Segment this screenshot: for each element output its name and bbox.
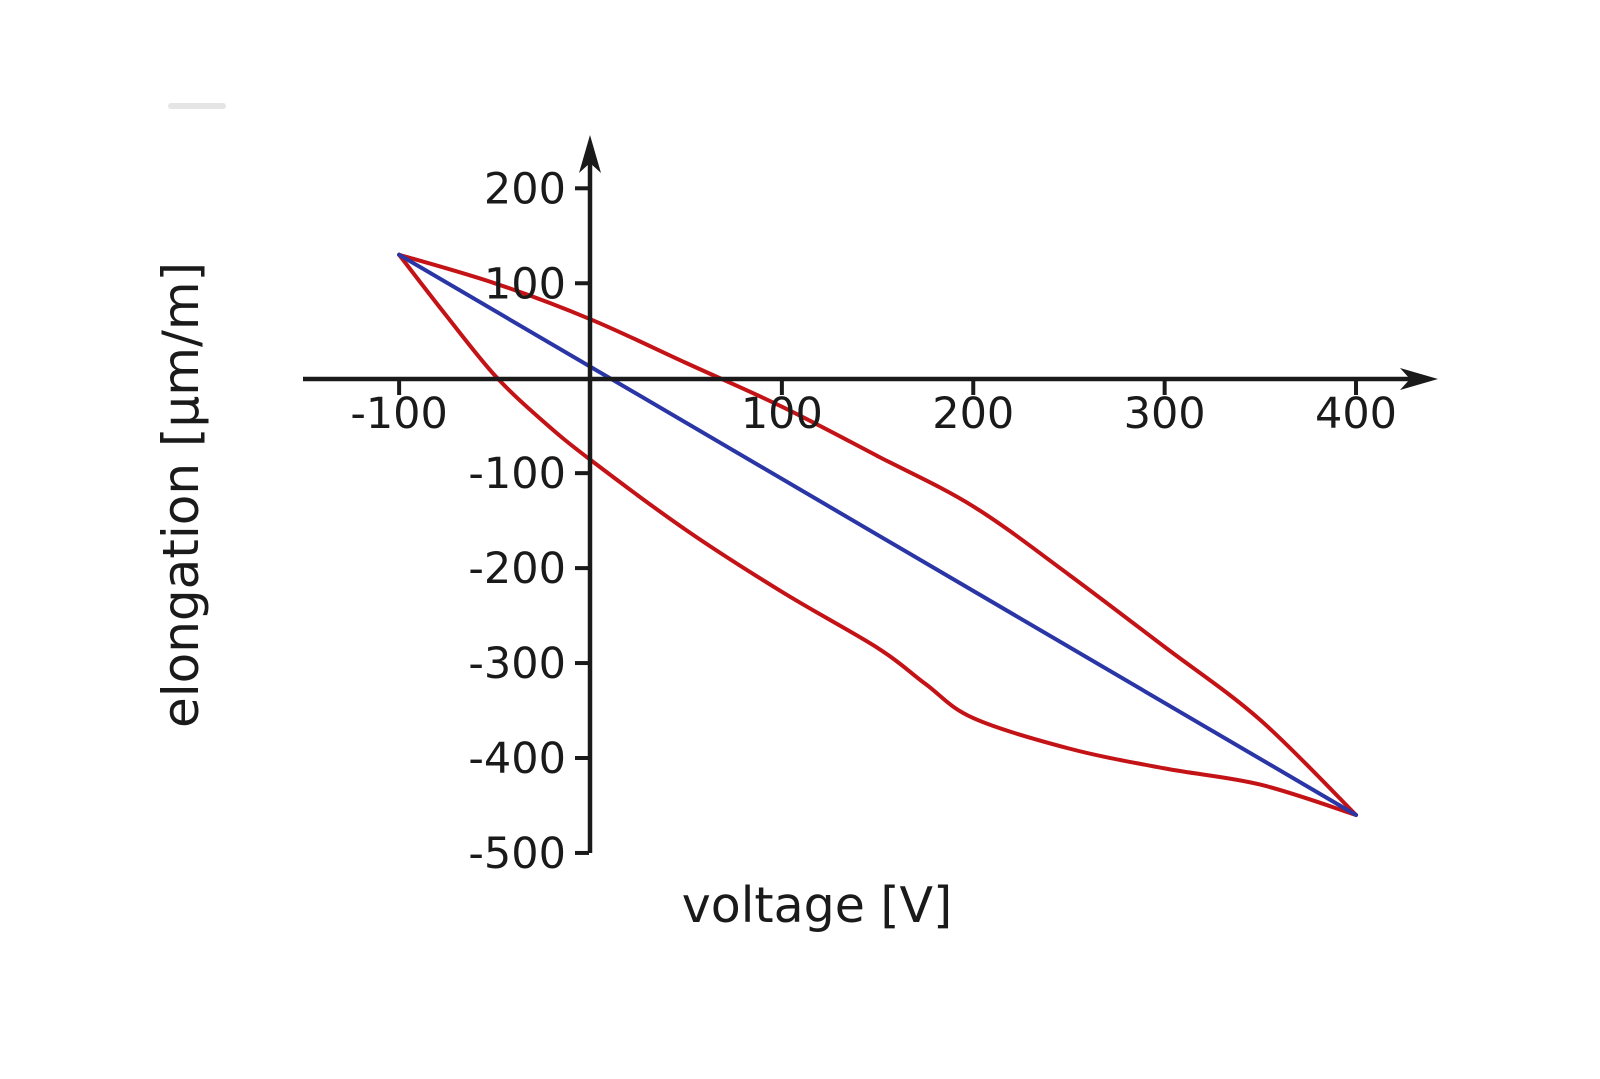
x-tick-label: 200 xyxy=(932,389,1014,439)
axes-group xyxy=(303,135,1438,853)
y-axis-title: elongation [µm/m] xyxy=(152,262,210,728)
y-tick-label: -500 xyxy=(468,829,566,879)
x-tick-label: 100 xyxy=(741,389,823,439)
hysteresis-upper-branch-curve xyxy=(397,252,1358,817)
x-tick-label: -100 xyxy=(350,389,448,439)
y-tick-label: -400 xyxy=(468,734,566,784)
x-axis-title: voltage [V] xyxy=(682,877,952,934)
y-tick-label: 200 xyxy=(484,164,566,214)
plot-series-group xyxy=(397,252,1359,817)
y-axis-arrowhead xyxy=(579,135,601,173)
linear-reference-line xyxy=(397,252,1359,817)
y-tick-label: -100 xyxy=(468,449,566,499)
y-axis-ticks-group: 200 100 -100 -200 -300 -400 -500 xyxy=(468,164,589,879)
x-tick-label: 400 xyxy=(1315,389,1397,439)
hysteresis-lower-branch-curve xyxy=(397,252,1358,817)
y-tick-label: -200 xyxy=(468,544,566,594)
x-tick-label: 300 xyxy=(1124,389,1206,439)
x-axis-arrowhead xyxy=(1400,368,1438,390)
y-tick-label: -300 xyxy=(468,639,566,689)
x-axis-ticks-group: -100 100 200 300 400 xyxy=(350,380,1397,439)
y-tick-label: 100 xyxy=(484,259,566,309)
scan-artifact xyxy=(168,103,226,109)
